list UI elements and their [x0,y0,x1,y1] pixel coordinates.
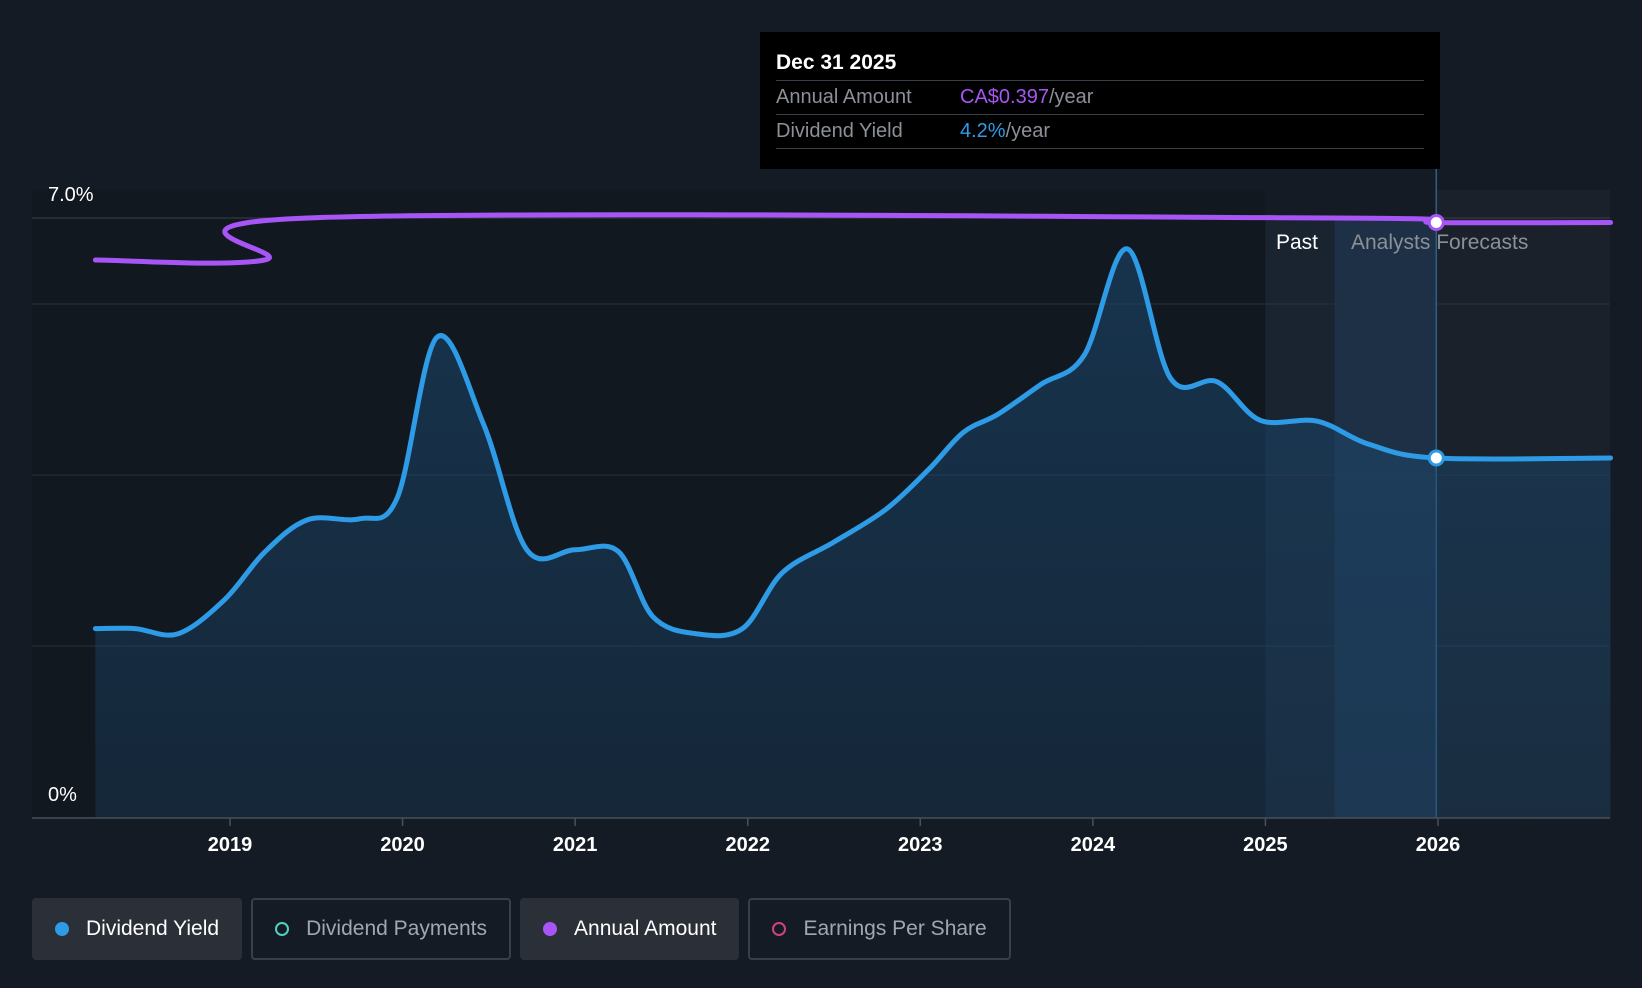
legend-dividend-yield-button[interactable]: Dividend Yield [32,898,243,960]
tooltip-date: Dec 31 2025 [776,51,897,74]
legend-dot-icon [543,922,558,936]
x-tick-label: 2026 [1416,834,1461,856]
tooltip-value: 4.2% [960,120,1006,142]
y-axis-top-label: 7.0% [48,184,94,206]
tooltip-value: CA$0.397 [960,86,1049,108]
chart-legend: Dividend Yield Dividend Payments Annual … [32,898,1011,960]
annual-amount-marker [1427,214,1445,231]
legend-dot-icon [55,922,69,936]
x-tick-label: 2024 [1071,834,1116,856]
legend-ring-icon [275,922,290,936]
legend-label: Dividend Yield [86,917,220,940]
legend-ring-icon [772,922,787,936]
forecast-label: Analysts Forecasts [1351,231,1528,254]
legend-annual-amount-button[interactable]: Annual Amount [520,898,740,960]
past-label: Past [1276,231,1318,254]
x-tick-label: 2023 [898,834,943,856]
x-tick-label: 2022 [725,834,770,856]
x-tick-label: 2019 [208,834,253,856]
tooltip-row-dividend-yield: Dividend Yield 4.2% /year [776,114,1424,149]
dividend-yield-line [92,246,1614,639]
dividend-yield-marker [1427,449,1445,467]
legend-earnings-per-share-button[interactable]: Earnings Per Share [748,898,1011,960]
legend-dividend-payments-button[interactable]: Dividend Payments [251,898,512,960]
tooltip-label: Annual Amount [776,86,912,108]
tooltip-suffix: /year [1048,86,1094,108]
legend-label: Annual Amount [574,917,717,940]
x-tick-label: 2021 [553,834,598,856]
y-axis-bottom-label: 0% [48,784,77,806]
tooltip-suffix: /year [1005,120,1051,142]
chart-tooltip: Dec 31 2025 Annual Amount CA$0.397 /year… [760,32,1440,169]
legend-label: Earnings Per Share [803,917,987,940]
x-tick-label: 2020 [380,834,425,856]
legend-label: Dividend Payments [306,917,488,940]
x-tick-label: 2025 [1243,834,1288,856]
tooltip-label: Dividend Yield [776,120,903,142]
tooltip-row-annual-amount: Annual Amount CA$0.397 /year [776,80,1424,114]
